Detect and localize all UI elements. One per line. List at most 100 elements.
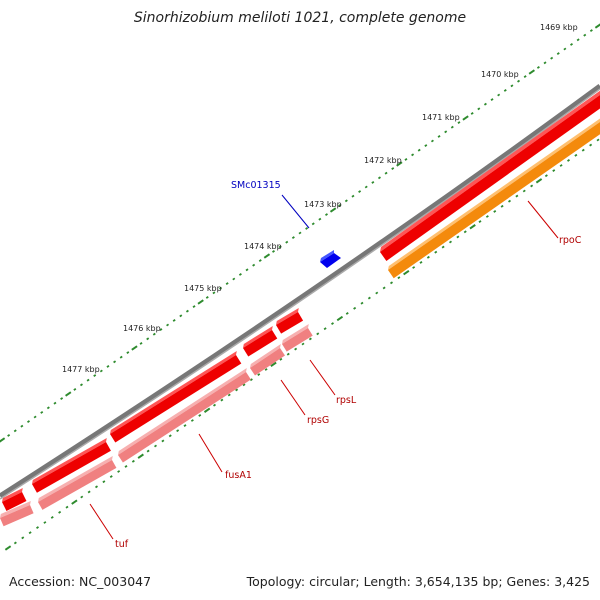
minor-tick	[470, 111, 474, 115]
gene-fragment-forward[interactable]	[2, 488, 27, 511]
gene-fragment-forward-top	[2, 488, 23, 502]
minor-tick	[375, 291, 379, 295]
minor-tick	[463, 230, 467, 234]
gene-label-rpsG[interactable]: rpsG	[307, 415, 329, 426]
minor-tick	[179, 314, 183, 318]
minor-tick	[119, 355, 123, 359]
minor-tick	[139, 341, 143, 345]
gene-rpoC-forward-top	[380, 90, 600, 252]
minor-tick	[338, 203, 342, 207]
minor-tick	[493, 209, 497, 213]
gene-rpsL-reverse-face	[282, 328, 313, 352]
gene-label-SMc01315[interactable]: SMc01315	[231, 180, 281, 191]
gene-rpoC-forward[interactable]	[380, 90, 600, 261]
major-tick	[270, 361, 277, 368]
gene-labels: SMc01315 rpoC rpsL rpsG fusA1 tuf	[115, 180, 582, 550]
genome-backbone-shadow	[0, 88, 600, 500]
gene-tuf-reverse-face	[38, 460, 117, 510]
minor-tick	[391, 167, 395, 171]
gene-rpoC-reverse-face	[388, 122, 600, 279]
minor-tick	[344, 199, 348, 203]
minor-tick	[298, 231, 302, 235]
gene-tuf-reverse[interactable]	[38, 456, 117, 510]
minor-tick	[552, 169, 556, 173]
minor-tick	[483, 102, 487, 106]
gene-label-rpoC[interactable]: rpoC	[559, 235, 582, 246]
minor-tick	[192, 305, 196, 309]
minor-tick	[278, 245, 282, 249]
minor-tick	[50, 515, 54, 519]
gene-rpsG-forward[interactable]	[243, 326, 278, 357]
minor-tick	[176, 429, 180, 433]
minor-tick	[272, 249, 276, 253]
minor-tick	[242, 383, 246, 387]
minor-tick	[168, 434, 172, 438]
minor-tick	[53, 401, 57, 405]
minor-tick	[331, 322, 334, 326]
minor-tick	[286, 352, 290, 356]
gene-fusA1-forward[interactable]	[110, 351, 242, 443]
gene-label-lines	[89, 194, 559, 540]
major-tick	[131, 345, 138, 351]
minor-tick	[36, 526, 39, 530]
major-tick	[528, 69, 535, 75]
gene-SMc01315[interactable]	[320, 253, 341, 268]
gene-fusA1-reverse[interactable]	[118, 368, 251, 463]
gene-features	[0, 90, 600, 527]
gene-rpsL-forward-top	[276, 308, 299, 325]
tick-label: 1471 kbp	[422, 113, 460, 122]
minor-tick	[311, 222, 315, 226]
minor-tick	[316, 332, 320, 336]
minor-tick	[589, 29, 593, 33]
gene-rpsL-forward-face	[276, 312, 304, 334]
gene-rpsL-forward[interactable]	[276, 308, 304, 334]
minor-tick	[364, 185, 368, 189]
leader-SMc01315	[281, 194, 310, 229]
gene-fusA1-reverse-top	[118, 368, 247, 455]
leader-fusA1	[198, 433, 223, 473]
gene-tuf-forward[interactable]	[32, 438, 111, 493]
gene-label-rpsL[interactable]: rpsL	[336, 395, 357, 406]
gene-label-fusA1[interactable]: fusA1	[225, 470, 252, 481]
gene-fragment-reverse[interactable]	[0, 501, 34, 527]
minor-tick	[419, 260, 423, 264]
accession-text: Accession: NC_003047	[9, 574, 152, 589]
gene-rpsL-reverse-top	[282, 324, 309, 344]
gene-rpsG-reverse[interactable]	[250, 344, 285, 376]
gene-rpoC-forward-face	[380, 95, 600, 261]
minor-tick	[556, 52, 560, 56]
minor-tick	[146, 337, 150, 341]
minor-tick	[530, 184, 534, 188]
tick-label: 1477 kbp	[62, 365, 100, 374]
leader-tuf	[89, 503, 114, 540]
leader-rpoC	[527, 200, 559, 239]
major-tick	[65, 391, 72, 397]
minor-tick	[450, 125, 454, 129]
minor-tick	[106, 364, 110, 368]
minor-tick	[371, 180, 375, 184]
minor-tick	[318, 217, 322, 221]
minor-tick	[574, 153, 578, 157]
major-tick	[469, 224, 476, 230]
gene-rpoC-reverse[interactable]	[388, 118, 600, 279]
minor-tick	[515, 194, 519, 198]
minor-tick	[382, 286, 386, 290]
major-tick	[203, 407, 211, 413]
gene-fusA1-forward-face	[110, 355, 242, 443]
minor-tick	[46, 406, 50, 410]
minor-tick	[87, 490, 91, 494]
minor-tick	[358, 190, 362, 194]
minor-tick	[124, 464, 128, 468]
minor-tick	[131, 459, 135, 463]
tick-label: 1473 kbp	[304, 200, 342, 209]
minor-tick	[205, 295, 209, 299]
minor-tick	[417, 148, 421, 152]
gene-label-tuf[interactable]: tuf	[115, 539, 129, 550]
minor-tick	[28, 531, 32, 535]
tick-labels: 1469 kbp 1470 kbp 1471 kbp 1472 kbp 1473 kbp…	[62, 23, 578, 374]
minor-tick	[113, 360, 117, 364]
gene-rpsL-reverse[interactable]	[282, 324, 313, 352]
tick-label: 1474 kbp	[244, 242, 282, 251]
minor-tick	[7, 433, 11, 437]
tick-label: 1476 kbp	[123, 324, 161, 333]
